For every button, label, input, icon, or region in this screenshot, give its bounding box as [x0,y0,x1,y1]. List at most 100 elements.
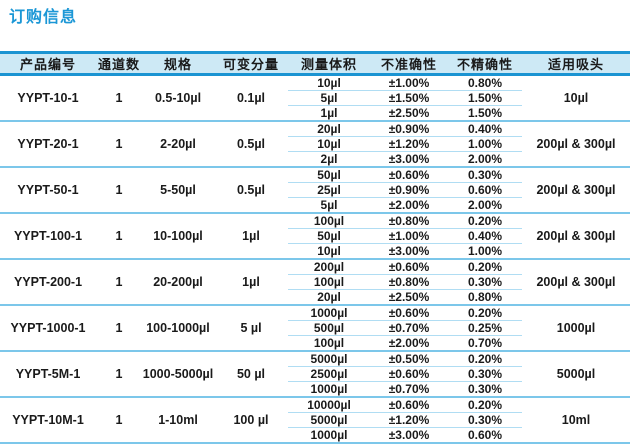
tip-cell: 10ml [522,396,630,443]
imprecision-cell: 0.70% [448,335,522,351]
inaccuracy-cell: ±0.60% [370,258,448,275]
table-row-group5-sub2: 100µl ±0.80% 0.30% [0,274,630,290]
spec-cell: 1-10ml [142,396,214,443]
volume-cell: 20µl [288,289,370,305]
inaccuracy-cell: ±0.50% [370,350,448,367]
volume-cell: 20µl [288,120,370,137]
volume-cell: 10µl [288,243,370,259]
volume-cell: 25µl [288,182,370,198]
imprecision-cell: 0.30% [448,166,522,183]
imprecision-cell: 0.30% [448,274,522,290]
inaccuracy-cell: ±1.20% [370,136,448,152]
product-cell: YYPT-100-1 [0,212,96,259]
table-row-group8-sub2: 5000µl ±1.20% 0.30% [0,412,630,428]
imprecision-cell: 0.20% [448,396,522,413]
table-row-group1-sub2: 5µl ±1.50% 1.50% [0,90,630,106]
product-cell: YYPT-20-1 [0,120,96,167]
product-cell: YYPT-10M-1 [0,396,96,443]
channels-cell: 1 [96,350,142,397]
table-row-group2-sub3: 2µl ±3.00% 2.00% [0,151,630,167]
product-cell: YYPT-200-1 [0,258,96,305]
tip-cell: 200µl & 300µl [522,166,630,213]
inaccuracy-cell: ±0.60% [370,304,448,321]
product-cell: YYPT-5M-1 [0,350,96,397]
inaccuracy-cell: ±1.00% [370,73,448,91]
channels-cell: 1 [96,120,142,167]
imprecision-cell: 0.20% [448,350,522,367]
imprecision-cell: 0.30% [448,381,522,397]
table-row-group5-sub3: 20µl ±2.50% 0.80% [0,289,630,305]
product-cell: YYPT-1000-1 [0,304,96,351]
imprecision-cell: 0.30% [448,412,522,428]
volume-cell: 5000µl [288,412,370,428]
volume-cell: 5000µl [288,350,370,367]
inaccuracy-cell: ±0.70% [370,381,448,397]
inaccuracy-cell: ±0.80% [370,274,448,290]
channels-cell: 1 [96,396,142,443]
table-row-group3-sub1: YYPT-50-1 1 5-50µl 0.5µl 50µl ±0.60% 0.30% 200µ… [0,166,630,213]
imprecision-cell: 0.80% [448,289,522,305]
spec-cell: 1000-5000µl [142,350,214,397]
col-header-tip: 适用吸头 [522,51,630,76]
spec-cell: 20-200µl [142,258,214,305]
imprecision-cell: 0.20% [448,304,522,321]
spec-cell: 5-50µl [142,166,214,213]
volume-cell: 500µl [288,320,370,336]
volume-cell: 5µl [288,197,370,213]
col-header-product: 产品编号 [0,51,96,76]
product-cell: YYPT-10-1 [0,73,96,121]
imprecision-cell: 0.60% [448,182,522,198]
imprecision-cell: 1.50% [448,105,522,121]
inaccuracy-cell: ±0.70% [370,320,448,336]
volume-cell: 10µl [288,136,370,152]
volume-cell: 5µl [288,90,370,106]
imprecision-cell: 2.00% [448,197,522,213]
table-row-group8-sub1: YYPT-10M-1 1 1-10ml 100 µl 10000µl ±0.60% 0.20… [0,396,630,443]
increment-cell: 0.1µl [214,73,288,121]
inaccuracy-cell: ±1.50% [370,90,448,106]
increment-cell: 1µl [214,258,288,305]
volume-cell: 1000µl [288,304,370,321]
volume-cell: 100µl [288,274,370,290]
increment-cell: 1µl [214,212,288,259]
col-header-imprecision: 不精确性 [448,51,522,76]
table-row-group7-sub3: 1000µl ±0.70% 0.30% [0,381,630,397]
table-row-group7-sub1: YYPT-5M-1 1 1000-5000µl 50 µl 5000µl ±0.50% 0.… [0,350,630,397]
volume-cell: 10000µl [288,396,370,413]
imprecision-cell: 0.40% [448,228,522,244]
channels-cell: 1 [96,212,142,259]
imprecision-cell: 0.25% [448,320,522,336]
col-header-channels: 通道数 [96,51,142,76]
imprecision-cell: 1.00% [448,136,522,152]
volume-cell: 100µl [288,212,370,229]
inaccuracy-cell: ±0.80% [370,212,448,229]
inaccuracy-cell: ±1.00% [370,228,448,244]
imprecision-cell: 0.20% [448,212,522,229]
channels-cell: 1 [96,73,142,121]
volume-cell: 2µl [288,151,370,167]
inaccuracy-cell: ±0.60% [370,366,448,382]
volume-cell: 100µl [288,335,370,351]
volume-cell: 2500µl [288,366,370,382]
table-row-group2-sub1: YYPT-20-1 1 2-20µl 0.5µl 20µl ±0.90% 0.40% 200µ… [0,120,630,167]
imprecision-cell: 1.50% [448,90,522,106]
table-row-group6-sub2: 500µl ±0.70% 0.25% [0,320,630,336]
inaccuracy-cell: ±2.50% [370,105,448,121]
tip-cell: 200µl & 300µl [522,212,630,259]
imprecision-cell: 0.80% [448,73,522,91]
inaccuracy-cell: ±0.90% [370,182,448,198]
channels-cell: 1 [96,304,142,351]
col-header-inaccuracy: 不准确性 [370,51,448,76]
imprecision-cell: 2.00% [448,151,522,167]
order-table: 产品编号 通道数 规格 可变分量 测量体积 不准确性 不精确性 适用吸头 YYP… [0,51,630,444]
col-header-volume: 测量体积 [288,51,370,76]
inaccuracy-cell: ±3.00% [370,427,448,443]
table-row-group3-sub2: 25µl ±0.90% 0.60% [0,182,630,198]
volume-cell: 1000µl [288,381,370,397]
increment-cell: 50 µl [214,350,288,397]
table-row-group4-sub3: 10µl ±3.00% 1.00% [0,243,630,259]
inaccuracy-cell: ±2.00% [370,197,448,213]
tip-cell: 200µl & 300µl [522,258,630,305]
inaccuracy-cell: ±2.00% [370,335,448,351]
